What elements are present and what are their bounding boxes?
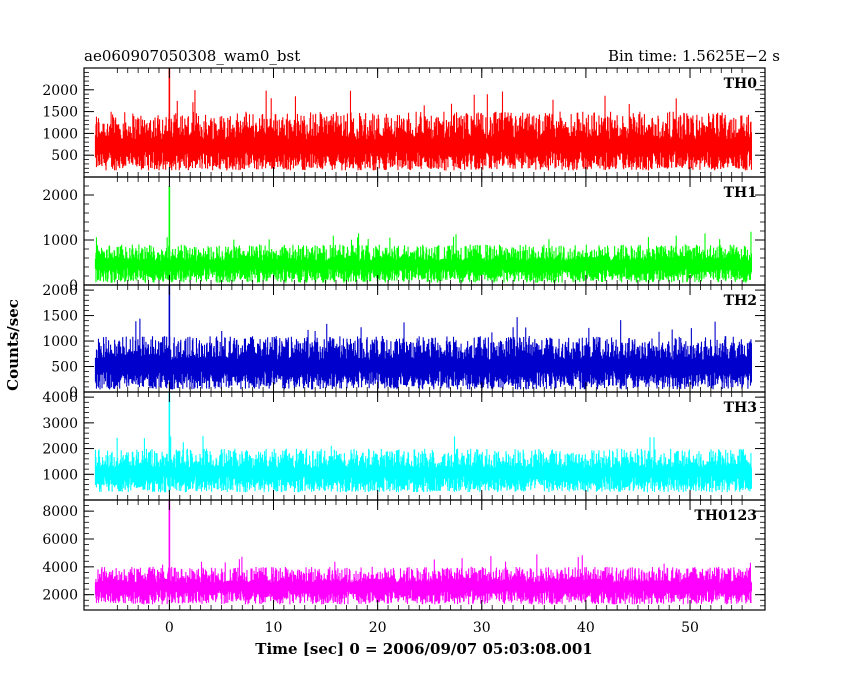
y-tick-label: 2000 [42, 83, 78, 99]
panel-frame [83, 499, 766, 611]
y-tick-label: 0 [69, 278, 78, 294]
chart-title: ae060907050308_wam0_bst [84, 47, 300, 65]
y-tick-label: 2000 [42, 188, 78, 204]
y-tick-label: 4000 [42, 390, 78, 406]
panel-label-th3: TH3 [724, 400, 757, 416]
y-tick-label: 500 [51, 148, 78, 164]
y-tick-label: 3000 [42, 416, 78, 432]
y-tick-label: 1000 [42, 334, 78, 350]
panel-label-th1: TH1 [724, 185, 757, 201]
y-tick-label: 2000 [42, 442, 78, 458]
panel-th0123: 2000 4000 6000 8000 TH0123 [42, 499, 766, 611]
bin-time-label: Bin time: 1.5625E−2 s [608, 47, 780, 65]
y-tick-label: 1000 [42, 467, 78, 483]
x-tick-label: 0 [165, 620, 174, 636]
series-th3 [94, 436, 753, 493]
panel-label-th0123: TH0123 [694, 508, 757, 524]
series-th2 [94, 317, 753, 390]
series-th0 [94, 90, 753, 171]
y-tick-label: 1000 [42, 233, 78, 249]
y-tick-label: 0 [69, 385, 78, 401]
x-tick-label: 20 [369, 620, 387, 636]
x-tick-label: 40 [577, 620, 595, 636]
y-tick-label: 500 [51, 360, 78, 376]
x-axis-labels: 0 10 20 30 40 50 [165, 620, 699, 636]
y-tick-label: 6000 [42, 532, 78, 548]
x-axis-label: Time [sec] 0 = 2006/09/07 05:03:08.001 [255, 640, 592, 658]
panel-th2: 0 500 1000 1500 2000 TH2 [42, 283, 766, 401]
y-axis-label: Counts/sec [4, 299, 22, 391]
panel-label-th0: TH0 [724, 76, 758, 92]
x-tick-label: 10 [265, 620, 283, 636]
y-tick-label: 8000 [42, 504, 78, 520]
panel-th1: 0 1000 2000 TH1 [42, 176, 766, 294]
series-th0123 [94, 554, 753, 605]
y-tick-label: 4000 [42, 560, 78, 576]
panel-th0: 500 1000 1500 2000 TH0 [42, 67, 766, 178]
x-tick-label: 50 [681, 620, 699, 636]
panels-group: 500 1000 1500 2000 TH0 0 1000 2000 TH1 0 500 1000 15… [42, 67, 766, 611]
y-tick-label: 1500 [42, 105, 78, 121]
y-tick-label: 2000 [42, 588, 78, 604]
panel-th3: 1000 2000 3000 4000 TH3 [42, 390, 766, 501]
panel-label-th2: TH2 [724, 293, 757, 309]
y-tick-label: 2000 [42, 283, 78, 299]
series-th1 [94, 231, 753, 283]
x-tick-label: 30 [473, 620, 491, 636]
y-tick-label: 1500 [42, 309, 78, 325]
y-tick-label: 1000 [42, 126, 78, 142]
